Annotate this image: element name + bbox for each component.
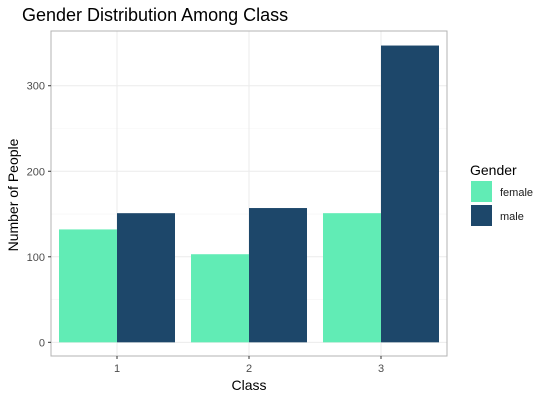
y-tick-label: 0 [39,337,45,349]
legend-label-male: male [500,211,524,223]
x-tick-label: 2 [246,363,252,375]
x-tick-label: 3 [378,363,384,375]
legend-title: Gender [470,162,517,178]
y-axis-title: Number of People [5,138,21,251]
y-axis-ticks: 0 100 200 300 [27,81,51,349]
plot-panel [50,30,448,357]
legend-key-female [471,181,492,202]
legend-key-male [471,205,492,226]
x-tick-label: 1 [114,363,120,375]
x-axis-ticks: 1 2 3 [114,356,384,375]
bar-male-class-3 [381,45,439,343]
legend-items: female male [471,181,533,226]
x-axis-title: Class [231,377,266,393]
bar-female-class-3 [323,213,381,343]
bar-male-class-2 [249,208,307,343]
y-tick-label: 100 [27,252,45,264]
chart-title: Gender Distribution Among Class [22,5,288,25]
bars-group [59,45,439,343]
y-tick-label: 200 [27,166,45,178]
y-tick-label: 300 [27,81,45,93]
bar-female-class-2 [191,254,249,343]
bar-female-class-1 [59,229,117,343]
legend-label-female: female [500,187,533,199]
bar-male-class-1 [117,213,175,343]
legend: Gender female male [470,162,533,226]
